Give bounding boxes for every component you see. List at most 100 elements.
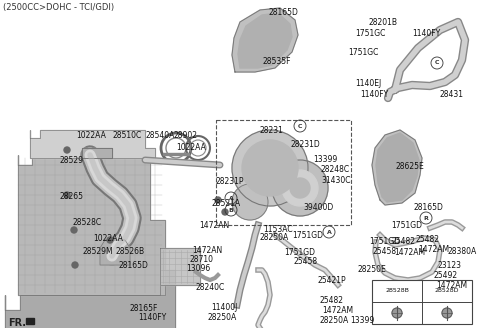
Text: 28165D: 28165D xyxy=(413,203,443,212)
Polygon shape xyxy=(160,248,200,285)
Text: 28165D: 28165D xyxy=(118,261,148,270)
Text: 28540A: 28540A xyxy=(145,131,175,140)
Circle shape xyxy=(272,160,328,216)
Text: 1472AM: 1472AM xyxy=(436,281,468,290)
Bar xyxy=(216,120,351,225)
Text: 13096: 13096 xyxy=(186,264,210,273)
Bar xyxy=(372,280,472,324)
Text: 1140FY: 1140FY xyxy=(360,90,388,99)
Text: 1751GC: 1751GC xyxy=(348,48,378,57)
Text: 1751GD: 1751GD xyxy=(285,248,315,257)
Polygon shape xyxy=(5,270,175,328)
Text: 25492: 25492 xyxy=(434,271,458,280)
Text: 28528C: 28528C xyxy=(72,218,102,227)
Polygon shape xyxy=(376,133,419,202)
Text: 28231: 28231 xyxy=(259,126,283,135)
Polygon shape xyxy=(18,155,165,295)
Polygon shape xyxy=(232,8,298,72)
Text: 28250E: 28250E xyxy=(358,265,386,274)
Circle shape xyxy=(232,130,308,206)
Polygon shape xyxy=(238,13,292,68)
Text: 28250A: 28250A xyxy=(319,316,348,325)
Text: 25421P: 25421P xyxy=(318,276,346,285)
Circle shape xyxy=(232,184,268,220)
Text: 25482: 25482 xyxy=(320,296,344,305)
Circle shape xyxy=(107,237,113,243)
Circle shape xyxy=(257,155,283,181)
Text: 28248C: 28248C xyxy=(321,165,349,174)
Polygon shape xyxy=(163,153,189,155)
Text: 31430C: 31430C xyxy=(321,176,351,185)
Text: 39400D: 39400D xyxy=(304,203,334,212)
Text: 1022AA: 1022AA xyxy=(76,131,106,140)
Text: 1153AC: 1153AC xyxy=(263,225,293,234)
Text: 28710: 28710 xyxy=(190,255,214,264)
Polygon shape xyxy=(30,130,155,158)
Text: 28240C: 28240C xyxy=(195,283,225,292)
Bar xyxy=(26,318,34,324)
Text: FR.: FR. xyxy=(8,318,26,328)
Text: 28535F: 28535F xyxy=(263,57,291,66)
Text: 1140EJ: 1140EJ xyxy=(355,79,381,88)
Text: 1472AN: 1472AN xyxy=(199,221,229,230)
Circle shape xyxy=(71,227,77,233)
Text: 28510C: 28510C xyxy=(112,131,142,140)
Bar xyxy=(82,148,112,158)
Text: A: A xyxy=(326,230,331,235)
Text: 25458: 25458 xyxy=(294,257,318,266)
Text: 28528D: 28528D xyxy=(435,288,459,293)
Polygon shape xyxy=(372,130,422,205)
Text: 28521A: 28521A xyxy=(211,199,240,208)
Circle shape xyxy=(250,148,290,188)
Text: 28201B: 28201B xyxy=(369,18,397,27)
Text: 1140FY: 1140FY xyxy=(138,313,166,322)
Text: A: A xyxy=(228,195,233,200)
Circle shape xyxy=(72,262,78,268)
Text: 25482: 25482 xyxy=(416,235,440,244)
Polygon shape xyxy=(100,240,130,265)
Text: 23123: 23123 xyxy=(437,261,461,270)
Text: 28165F: 28165F xyxy=(130,304,158,313)
Text: 13399: 13399 xyxy=(313,155,337,164)
Text: 1751GD: 1751GD xyxy=(370,237,400,246)
Text: 1751GD: 1751GD xyxy=(392,221,422,230)
Text: C: C xyxy=(435,60,439,66)
Text: 28250A: 28250A xyxy=(259,233,288,242)
Text: R: R xyxy=(423,215,429,220)
Text: 1472AM: 1472AM xyxy=(419,245,450,254)
Circle shape xyxy=(215,197,221,203)
Circle shape xyxy=(392,308,402,318)
Text: 11400J: 11400J xyxy=(211,303,237,312)
Text: 1751GC: 1751GC xyxy=(355,29,385,38)
Text: 28902: 28902 xyxy=(173,131,197,140)
Text: 1472AM: 1472AM xyxy=(323,306,354,315)
Text: 1472AM: 1472AM xyxy=(395,248,426,257)
Circle shape xyxy=(64,192,70,198)
Text: 1140FY: 1140FY xyxy=(412,29,440,38)
Text: 28165D: 28165D xyxy=(268,8,298,17)
Circle shape xyxy=(222,209,228,215)
Text: 1022AA: 1022AA xyxy=(93,234,123,243)
Text: 28231P: 28231P xyxy=(216,177,244,186)
Text: (2500CC>DOHC - TCI/GDI): (2500CC>DOHC - TCI/GDI) xyxy=(3,3,114,12)
Circle shape xyxy=(290,178,310,198)
Text: 28265: 28265 xyxy=(60,192,84,201)
Text: 28528B: 28528B xyxy=(385,288,409,293)
Text: 1022AA: 1022AA xyxy=(176,143,206,152)
Circle shape xyxy=(64,147,70,153)
Text: 25458: 25458 xyxy=(373,247,397,256)
Text: 1472AN: 1472AN xyxy=(192,246,222,255)
Text: C: C xyxy=(298,124,302,129)
Text: 25482: 25482 xyxy=(392,237,416,246)
Circle shape xyxy=(442,308,452,318)
Text: 28529M: 28529M xyxy=(83,247,113,256)
Circle shape xyxy=(242,140,298,196)
Text: 28625E: 28625E xyxy=(396,162,424,171)
Circle shape xyxy=(282,170,318,206)
Text: B: B xyxy=(228,208,233,213)
Text: 28380A: 28380A xyxy=(447,247,477,256)
Text: 28529: 28529 xyxy=(60,156,84,165)
Text: 28431: 28431 xyxy=(440,90,464,99)
Text: 13399: 13399 xyxy=(350,316,374,325)
Text: 28231D: 28231D xyxy=(290,140,320,149)
